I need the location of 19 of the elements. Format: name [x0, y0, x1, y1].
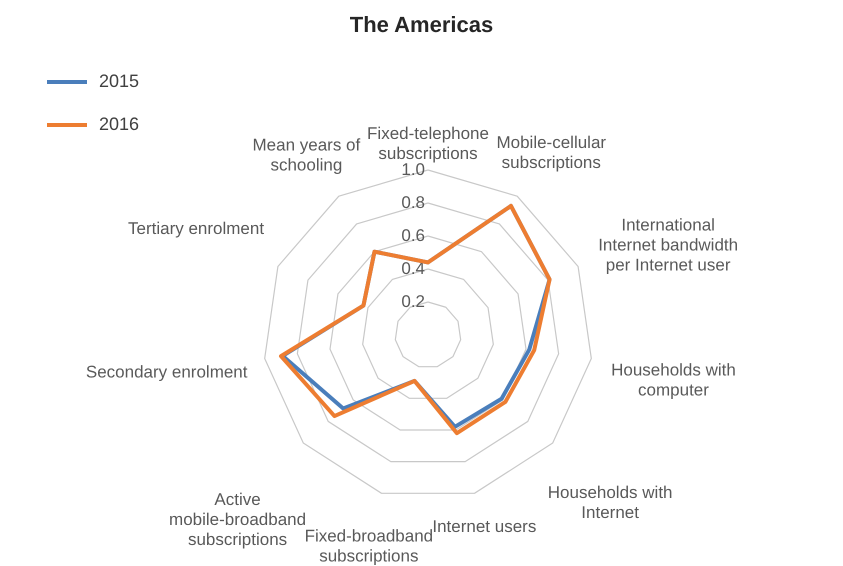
chart-title: The Americas — [350, 12, 494, 37]
legend-label: 2015 — [99, 71, 140, 91]
spoke-label: Fixed-telephone subscriptions — [367, 124, 489, 163]
spoke-label: Fixed-broadband subscriptions — [304, 526, 434, 566]
spoke-label: Households with computer — [611, 360, 736, 400]
spoke-label: Households with Internet — [548, 482, 673, 522]
spoke-label: International Internet bandwidth per Internet user — [598, 215, 738, 274]
y-tick-label: 1.0 — [401, 160, 425, 179]
spoke-label: Internet users — [432, 516, 536, 536]
y-tick-label: 0.2 — [401, 292, 425, 311]
spoke-label: Active mobile-broadband subscriptions — [169, 490, 306, 550]
y-tick-label: 0.4 — [401, 259, 425, 278]
spoke-label: Mobile-cellular subscriptions — [496, 133, 606, 172]
y-tick-label: 0.6 — [401, 226, 425, 245]
legend-label: 2016 — [99, 114, 140, 134]
spoke-label: Secondary enrolment — [86, 362, 248, 382]
spoke-label: Tertiary enrolment — [128, 219, 264, 238]
y-tick-label: 0.8 — [401, 193, 425, 212]
spoke-label: Mean years of schooling — [252, 136, 360, 175]
